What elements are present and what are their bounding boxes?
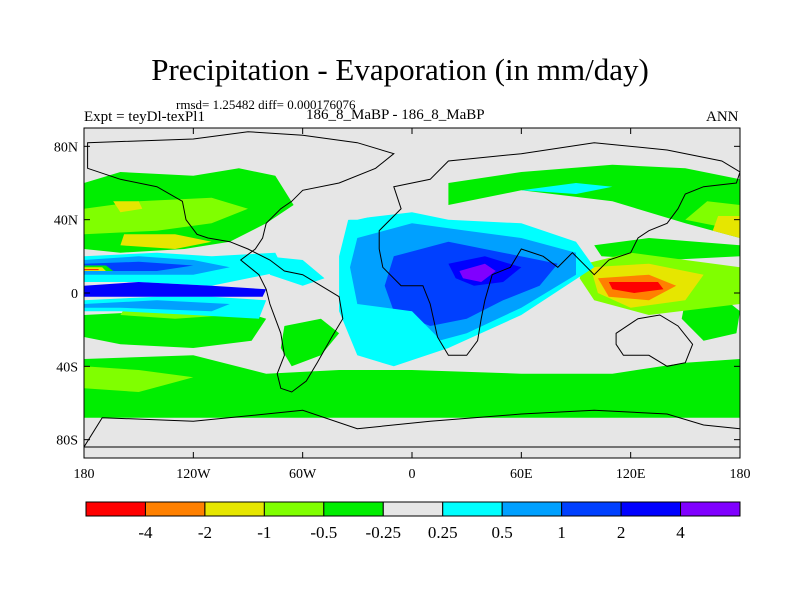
season-label: ANN [706, 109, 739, 125]
contour-region-8 [84, 366, 194, 392]
contour-region-2 [448, 164, 740, 238]
colorbar-label-1: -2 [198, 523, 212, 542]
contour-region-22 [84, 300, 230, 312]
colorbar-swatch-10 [680, 501, 741, 517]
colorbar-swatch-1 [144, 501, 206, 517]
contour-region-33 [521, 183, 613, 194]
contour-region-6 [681, 300, 740, 341]
coastline-3 [84, 409, 740, 448]
colorbar-swatch-7 [501, 501, 563, 517]
x-tick-label-2: 60W [289, 467, 317, 482]
contour-region-36 [311, 197, 391, 220]
case-label: 186_8_MaBP - 186_8_MaBP [306, 107, 485, 123]
colorbar: -4 -2 -1 -0.5 -0.25 0.25 0.5 1 2 4 [85, 501, 741, 542]
contour-region-5 [280, 318, 340, 367]
colorbar-label-4: -0.25 [366, 523, 401, 542]
x-tick-label-6: 180 [730, 467, 751, 482]
stats-label: rmsd= 1.25482 diff= 0.000176076 [176, 97, 356, 112]
colorbar-swatch-4 [323, 501, 384, 517]
colorbar-swatch-6 [442, 501, 503, 517]
coastline-2 [615, 314, 694, 367]
y-tick-label-0: 80N [54, 140, 78, 155]
colorbar-label-9: 4 [676, 523, 685, 542]
colorbar-swatch-5 [382, 501, 444, 517]
colorbar-label-5: 0.25 [428, 523, 458, 542]
coastline-layer [84, 131, 740, 448]
contour-region-34 [266, 256, 325, 286]
colorbar-swatch-3 [263, 501, 325, 517]
x-tick-label-5: 120E [616, 467, 646, 482]
colorbar-label-8: 2 [617, 523, 626, 542]
x-tick-label-0: 180 [74, 467, 95, 482]
colorbar-swatch-9 [620, 501, 682, 517]
contour-region-3 [84, 307, 267, 348]
x-tick-label-3: 0 [409, 467, 416, 482]
colorbar-label-7: 1 [557, 523, 566, 542]
colorbar-label-0: -4 [138, 523, 153, 542]
colorbar-swatch-8 [561, 501, 622, 517]
chart-title: Precipitation - Evaporation (in mm/day) [151, 52, 649, 87]
y-tick-label-3: 40S [56, 360, 78, 375]
x-axis: 180 120W 60W 0 60E 120E 180 [74, 128, 751, 482]
coastline-0 [87, 131, 395, 393]
y-tick-label-4: 80S [56, 434, 78, 449]
contour-region-32 [459, 263, 496, 282]
colorbar-label-2: -1 [257, 523, 271, 542]
y-axis: 80N 40N 0 40S 80S [54, 140, 740, 449]
colorbar-label-3: -0.5 [310, 523, 337, 542]
contour-region-11 [120, 234, 212, 249]
contour-region-18 [608, 282, 664, 293]
experiment-label: Expt = teyDl-texPl1 [84, 109, 205, 125]
contour-region-23 [84, 261, 194, 271]
contour-region-12 [113, 201, 143, 213]
colorbar-label-6: 0.5 [492, 523, 513, 542]
y-tick-label-2: 0 [71, 287, 78, 302]
contour-region-27 [84, 282, 267, 297]
colorbar-swatch-0 [85, 501, 146, 517]
y-tick-label-1: 40N [54, 214, 78, 229]
precip-fill-layer [84, 128, 740, 458]
x-tick-label-1: 120W [176, 467, 211, 482]
contour-region-35 [357, 304, 449, 356]
colorbar-swatch-2 [204, 501, 265, 517]
coastline-1 [378, 142, 740, 356]
x-tick-label-4: 60E [510, 467, 533, 482]
contour-region-25 [84, 267, 106, 271]
contour-region-4 [84, 355, 740, 418]
contour-region-26 [84, 269, 99, 271]
contour-region-13 [712, 216, 740, 238]
